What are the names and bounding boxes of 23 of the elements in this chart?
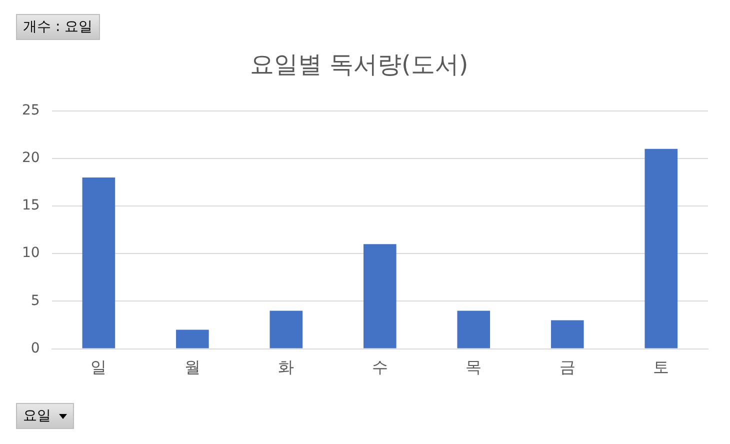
bar bbox=[364, 244, 396, 348]
bar bbox=[176, 330, 209, 348]
y-tick-label: 10 bbox=[22, 245, 40, 262]
y-tick-label: 20 bbox=[22, 150, 40, 166]
bar bbox=[457, 310, 490, 348]
x-tick-label: 월 bbox=[184, 358, 200, 377]
bar bbox=[82, 177, 116, 348]
text: 개수 : 요일 bbox=[23, 19, 93, 35]
x-tick-label: 화 bbox=[278, 358, 294, 377]
y-tick-label: 5 bbox=[30, 292, 40, 309]
x-tick-label: 수 bbox=[372, 358, 388, 377]
bar bbox=[550, 320, 584, 348]
y-tick-label: 25 bbox=[22, 102, 40, 118]
x-tick-label: 일 bbox=[90, 358, 107, 377]
bar bbox=[270, 310, 303, 348]
x-tick-label: 토 bbox=[653, 358, 670, 377]
bar bbox=[644, 148, 678, 348]
y-tick-label: 0 bbox=[30, 340, 40, 356]
x-tick-label: 금 bbox=[559, 358, 576, 377]
chart-title: 요일별 독서량(도서) bbox=[250, 50, 468, 79]
text: 요일 bbox=[23, 408, 51, 424]
x-tick-label: 목 bbox=[466, 358, 482, 377]
y-tick-label: 15 bbox=[22, 198, 40, 214]
